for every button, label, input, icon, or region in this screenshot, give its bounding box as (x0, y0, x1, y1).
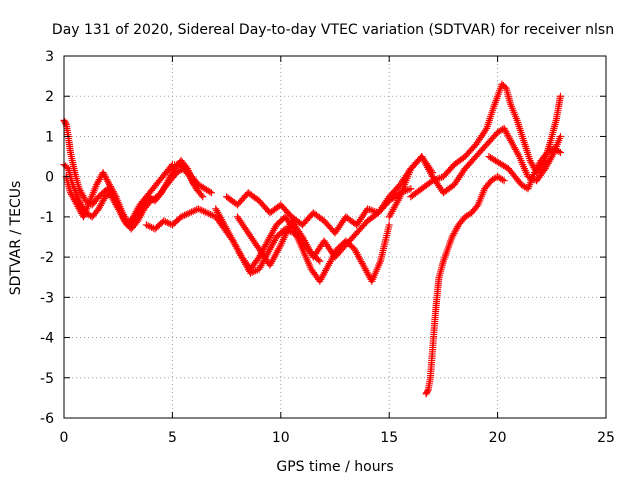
data-point (555, 148, 563, 156)
x-tick-label: 25 (597, 430, 615, 446)
x-axis-label: GPS time / hours (276, 459, 393, 475)
y-tick-label: -5 (40, 371, 54, 387)
y-tick-label: -2 (40, 250, 54, 266)
y-tick-label: -1 (40, 210, 54, 226)
plot-frame (63, 55, 607, 419)
data-point (197, 191, 205, 199)
data-point (314, 256, 322, 264)
data-point (506, 135, 514, 143)
x-tick-label: 10 (272, 430, 290, 446)
x-tick-label: 15 (380, 430, 398, 446)
y-tick-label: 1 (45, 129, 54, 145)
y-tick-label: 2 (45, 89, 54, 105)
data-point (540, 166, 548, 174)
data-point (254, 255, 262, 263)
series-track-h (385, 124, 564, 221)
data-point (407, 185, 415, 193)
data-point (556, 92, 564, 100)
chart-title: Day 131 of 2020, Sidereal Day-to-day VTE… (52, 22, 614, 38)
data-point (316, 257, 324, 265)
series-track-j (422, 173, 508, 398)
data-layer (60, 80, 564, 398)
data-point (385, 221, 393, 229)
y-tick-label: -4 (40, 331, 54, 347)
y-tick-label: 3 (45, 49, 54, 65)
grid-layer (64, 56, 606, 418)
data-point (190, 181, 198, 189)
x-tick-label: 5 (168, 430, 177, 446)
data-point (498, 176, 506, 184)
data-point (556, 132, 564, 140)
data-point (473, 202, 481, 210)
y-tick-label: -3 (40, 290, 54, 306)
series-track-c (62, 157, 198, 229)
data-point (111, 191, 119, 199)
y-tick-label: -6 (40, 411, 54, 427)
data-point (61, 119, 69, 127)
data-point (199, 193, 207, 201)
axis-layer: 0 5 10 15 20 25 -6 -5 -4 -3 -2 -1 0 1 2 3 (40, 49, 615, 446)
data-point (500, 177, 508, 185)
data-point (424, 387, 432, 395)
x-tick-label: 0 (60, 430, 69, 446)
series-track-f (223, 185, 415, 237)
data-point (207, 189, 215, 197)
data-point (182, 163, 190, 171)
data-point (206, 188, 214, 196)
series-track-e (212, 205, 393, 285)
y-tick-label: 0 (45, 170, 54, 186)
x-tick-label: 20 (489, 430, 507, 446)
series-track-g (233, 153, 437, 269)
y-axis-label: SDTVAR / TECUs (8, 181, 24, 296)
series-track-k (485, 145, 564, 193)
data-point (556, 149, 564, 157)
